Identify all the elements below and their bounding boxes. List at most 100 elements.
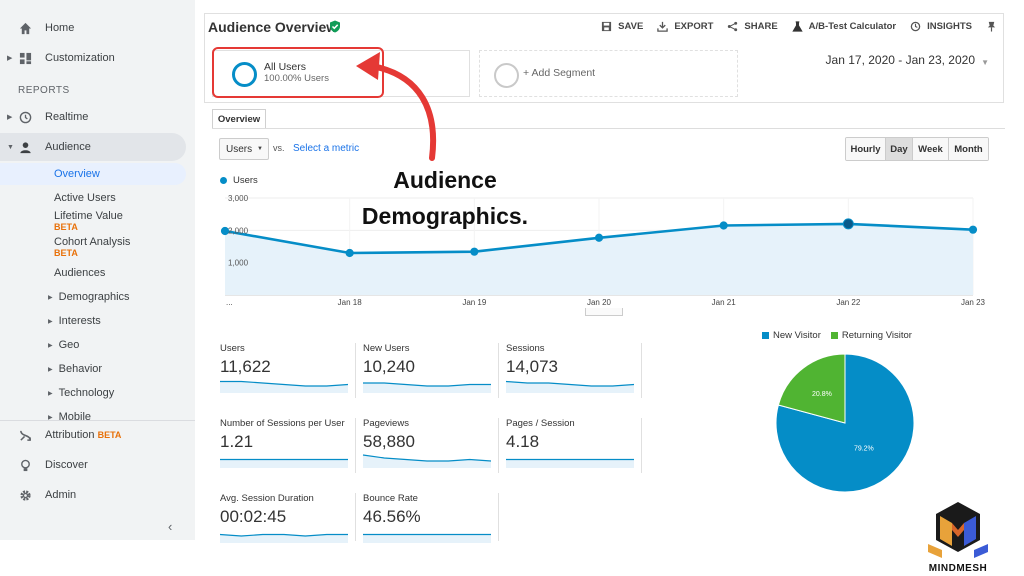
insights-button[interactable]: INSIGHTS xyxy=(910,21,972,32)
report-header: Audience Overview SAVE EXPORT SHARE A/B-… xyxy=(204,13,1004,103)
sparkline-line xyxy=(363,382,491,387)
sidebar-item-geo[interactable]: ▶ Geo xyxy=(48,339,79,351)
scorecard-value: 4.18 xyxy=(506,432,540,451)
sidebar-item-customization[interactable]: ▶ Customization xyxy=(0,46,186,70)
segment-percentage: 100.00% Users xyxy=(264,73,329,84)
sparkline-line xyxy=(362,454,492,462)
metric-select[interactable]: Users ▼ xyxy=(219,138,269,160)
collapse-sidebar-icon[interactable]: ‹ xyxy=(168,519,173,534)
sidebar-item-demographics[interactable]: ▶ Demographics xyxy=(48,291,130,303)
scorecard[interactable]: Bounce Rate 46.56% xyxy=(363,493,493,549)
x-tick-label: Jan 22 xyxy=(836,298,861,307)
legend-swatch xyxy=(762,332,769,339)
mindmesh-logo: MINDMESH xyxy=(918,500,998,575)
sidebar-item-audiences[interactable]: Audiences xyxy=(54,267,106,279)
scorecard[interactable]: Number of Sessions per User 1.21 xyxy=(220,418,350,474)
legend-swatch xyxy=(220,177,227,184)
gear-icon xyxy=(18,488,32,502)
sidebar-item-admin[interactable]: Admin xyxy=(0,483,186,507)
metric-select-value: Users xyxy=(226,143,253,155)
export-icon xyxy=(657,21,669,32)
data-point[interactable] xyxy=(345,248,354,258)
week-button[interactable]: Week xyxy=(913,138,949,160)
sidebar-item-active-users[interactable]: Active Users xyxy=(54,192,116,204)
segment-highlight-box xyxy=(212,47,384,98)
data-point[interactable] xyxy=(470,247,479,256)
sidebar-item-label: Cohort Analysis xyxy=(54,236,131,248)
sidebar-item-discover[interactable]: Discover xyxy=(0,453,186,477)
hourly-button[interactable]: Hourly xyxy=(846,138,886,160)
sparkline-line xyxy=(220,380,349,387)
insights-label: INSIGHTS xyxy=(927,21,972,32)
scorecard[interactable]: Sessions 14,073 xyxy=(505,343,636,399)
sparkline xyxy=(220,380,349,393)
page-title: Audience Overview xyxy=(208,19,338,35)
flask-icon xyxy=(792,21,803,32)
sidebar-item-label: Demographics xyxy=(58,291,130,303)
data-point[interactable] xyxy=(594,233,604,242)
pin-icon xyxy=(987,21,996,32)
month-button[interactable]: Month xyxy=(949,138,988,160)
sparkline-area xyxy=(220,381,348,393)
card-divider xyxy=(641,343,642,398)
x-tick-label: Jan 21 xyxy=(712,298,737,307)
sidebar-item-label: Home xyxy=(45,22,75,34)
users-line-chart: ... Jan 18 Jan 19 Jan 20 Jan 21 Jan 22 Jan 23 1… xyxy=(220,194,986,307)
export-button[interactable]: EXPORT xyxy=(657,21,713,32)
sidebar-item-label: Technology xyxy=(58,387,115,399)
scorecard-label: New Users xyxy=(363,343,410,354)
sparkline xyxy=(506,458,634,468)
sidebar-item-attribution[interactable]: Attribution BETA xyxy=(0,423,186,447)
scorecard[interactable]: Pageviews 58,880 xyxy=(362,418,493,474)
insights-icon xyxy=(910,21,921,32)
sparkline xyxy=(505,380,635,393)
add-segment-button[interactable]: + Add Segment xyxy=(479,50,738,97)
sparkline-area xyxy=(220,459,348,468)
sidebar-item-home[interactable]: Home xyxy=(0,16,186,40)
sidebar-item-technology[interactable]: ▶ Technology xyxy=(48,387,114,399)
chart-area-fill xyxy=(225,223,973,295)
scorecard-value: 1.21 xyxy=(220,432,254,451)
annotation-line-2: Demographics. xyxy=(361,203,529,229)
sidebar-item-audience[interactable]: ▼ Audience xyxy=(0,133,186,161)
beta-badge: BETA xyxy=(54,222,78,232)
share-button[interactable]: SHARE xyxy=(727,21,778,32)
scorecard[interactable]: Users 11,622 xyxy=(220,343,350,399)
pie-slice-label: 79.2% xyxy=(854,446,874,453)
save-icon xyxy=(602,21,612,32)
data-point[interactable] xyxy=(968,225,978,234)
caret-right-icon: ▶ xyxy=(48,343,53,349)
data-point[interactable] xyxy=(220,226,230,236)
sidebar-item-label: Admin xyxy=(45,489,77,501)
ab-test-calculator-button[interactable]: A/B-Test Calculator xyxy=(792,21,896,32)
pie-slice[interactable] xyxy=(777,353,846,424)
scorecard[interactable]: Avg. Session Duration 00:02:45 xyxy=(219,493,350,549)
sidebar-item-behavior[interactable]: ▶ Behavior xyxy=(48,363,102,375)
sidebar-item-mobile[interactable]: ▶ Mobile xyxy=(48,411,91,420)
scorecard[interactable]: New Users 10,240 xyxy=(363,343,493,399)
tab-overview[interactable]: Overview xyxy=(212,109,266,129)
chevron-down-icon[interactable]: ▼ xyxy=(981,58,989,67)
day-button[interactable]: Day xyxy=(886,138,913,160)
sidebar-item-cohort-analysis[interactable]: Cohort Analysis BETA xyxy=(54,236,130,258)
date-range-picker[interactable]: Jan 17, 2020 - Jan 23, 2020 xyxy=(825,53,975,67)
pin-button[interactable] xyxy=(986,21,997,32)
data-point[interactable] xyxy=(842,218,854,230)
x-tick-label: Jan 20 xyxy=(587,298,612,307)
sidebar-item-interests[interactable]: ▶ Interests xyxy=(48,315,101,327)
time-granularity-buttons: Hourly Day Week Month xyxy=(845,137,989,161)
scorecard[interactable]: Pages / Session 4.18 xyxy=(506,418,636,474)
save-button[interactable]: SAVE xyxy=(601,21,643,32)
sidebar-item-realtime[interactable]: ▶ Realtime xyxy=(0,105,186,129)
data-point[interactable] xyxy=(719,221,728,230)
sparkline-area xyxy=(506,459,634,468)
annotation-text: Audience Demographics. xyxy=(340,162,550,234)
select-metric-link[interactable]: Select a metric xyxy=(293,143,360,154)
segment-all-users[interactable]: All Users 100.00% Users xyxy=(212,50,470,97)
attribution-icon xyxy=(18,428,32,442)
chart-expander-handle[interactable] xyxy=(585,308,623,316)
sidebar-item-lifetime-value[interactable]: Lifetime Value BETA xyxy=(54,210,123,232)
caret-down-icon: ▼ xyxy=(257,146,263,152)
sidebar-item-label: Discover xyxy=(45,459,88,471)
sidebar-item-overview[interactable]: Overview xyxy=(0,163,186,185)
